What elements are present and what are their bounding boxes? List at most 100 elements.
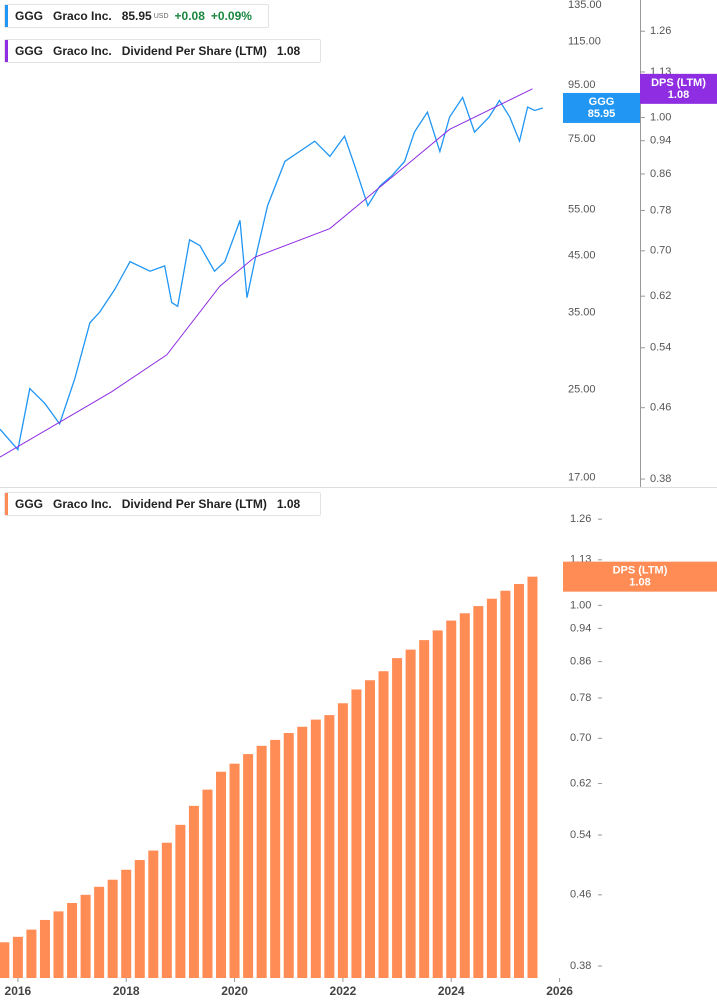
y-tick-label: 1.00 [570,599,591,611]
bar [26,929,37,978]
legend-swatch [5,40,8,62]
y-tick-label: 0.62 [570,777,591,789]
bar [256,745,267,978]
bar [337,703,348,978]
y2-tick-label: 0.62 [650,290,671,302]
y-tick-label: 75.00 [568,133,596,145]
y-tick-label: 45.00 [568,249,596,261]
bar [202,789,213,978]
y2-tick-label: 0.38 [650,473,671,485]
change-pct: +0.09% [210,9,252,23]
y-tick-label: 0.94 [570,622,591,634]
bar [446,620,457,978]
x-tick-label: 2024 [438,984,465,998]
bar [161,842,172,978]
x-tick-label: 2026 [546,984,573,998]
badge-value: 1.08 [629,577,650,589]
bar [297,726,308,978]
bar [12,936,23,978]
y-tick-label: 0.86 [570,655,591,667]
badge-value: 85.95 [588,108,616,120]
value-badge [563,561,717,592]
dps-bar-header: GGG Graco Inc. Dividend Per Share (LTM) … [4,492,322,516]
change: +0.08 [174,9,205,23]
y2-tick-label: 1.26 [650,25,671,37]
bar [216,771,227,978]
y-tick-label: 1.26 [570,513,591,525]
y-tick-label: 95.00 [568,79,596,91]
bar [229,763,240,978]
bar [432,630,443,978]
metric: Dividend Per Share (LTM) [121,497,267,511]
series-line [0,88,533,458]
bar [473,606,484,978]
y-tick-label: 0.70 [570,732,591,744]
y2-tick-label: 1.00 [650,112,671,124]
bar [243,754,254,978]
company: Graco Inc. [53,9,112,23]
y-tick-label: 0.38 [570,960,591,972]
badge-value: 1.08 [668,89,689,101]
x-tick-label: 2022 [330,984,357,998]
ticker: GGG [15,497,44,511]
y-tick-label: 0.78 [570,692,591,704]
bar [392,658,403,978]
y2-tick-label: 0.78 [650,204,671,216]
ticker: GGG [15,9,44,23]
badge-label: DPS (LTM) [613,565,668,577]
legend-swatch [5,5,8,27]
bar [364,680,375,978]
metric: Dividend Per Share (LTM) [121,44,267,58]
y2-tick-label: 0.46 [650,402,671,414]
badge-label: DPS (LTM) [651,77,706,89]
bar [175,824,186,978]
y-tick-label: 135.00 [568,0,602,11]
bar [459,613,470,978]
y-tick-label: 17.00 [568,471,596,483]
bar [351,689,362,978]
bar [39,919,50,978]
value-badge [640,73,717,104]
bar [500,590,511,978]
bar [283,733,294,978]
price: 85.95 [121,9,152,23]
badge-label: GGG [589,96,615,108]
y-tick-label: 25.00 [568,383,596,395]
ticker: GGG [15,44,44,58]
x-tick-label: 2018 [113,984,140,998]
dps-value: 1.08 [276,44,301,58]
value-badge [563,92,640,123]
bar [486,598,497,978]
bar [94,886,105,978]
bar [188,805,199,978]
y-tick-label: 0.54 [570,829,591,841]
y2-tick-label: 0.54 [650,342,671,354]
x-tick-label: 2016 [5,984,32,998]
company: Graco Inc. [53,44,112,58]
bar [148,850,159,978]
company: Graco Inc. [53,497,112,511]
dps-value: 1.08 [276,497,301,511]
dps-header: GGG Graco Inc. Dividend Per Share (LTM) … [4,39,322,63]
bar [324,715,335,978]
bar [134,860,145,978]
price-header: GGG Graco Inc. 85.95 USD +0.08 +0.09% [4,4,269,28]
y2-tick-label: 0.86 [650,168,671,180]
bar [527,576,538,978]
bar [270,739,281,978]
bar [121,869,132,978]
bar [405,649,416,978]
bar [80,894,91,978]
y-tick-label: 35.00 [568,307,596,319]
y2-tick-label: 0.94 [650,135,671,147]
bar [107,879,118,978]
bar [53,911,64,978]
bar [513,583,524,978]
x-tick-label: 2020 [221,984,248,998]
legend-swatch [5,493,8,515]
bar [67,903,78,978]
bar [310,719,321,978]
bar [0,942,10,978]
series-line [0,95,543,452]
